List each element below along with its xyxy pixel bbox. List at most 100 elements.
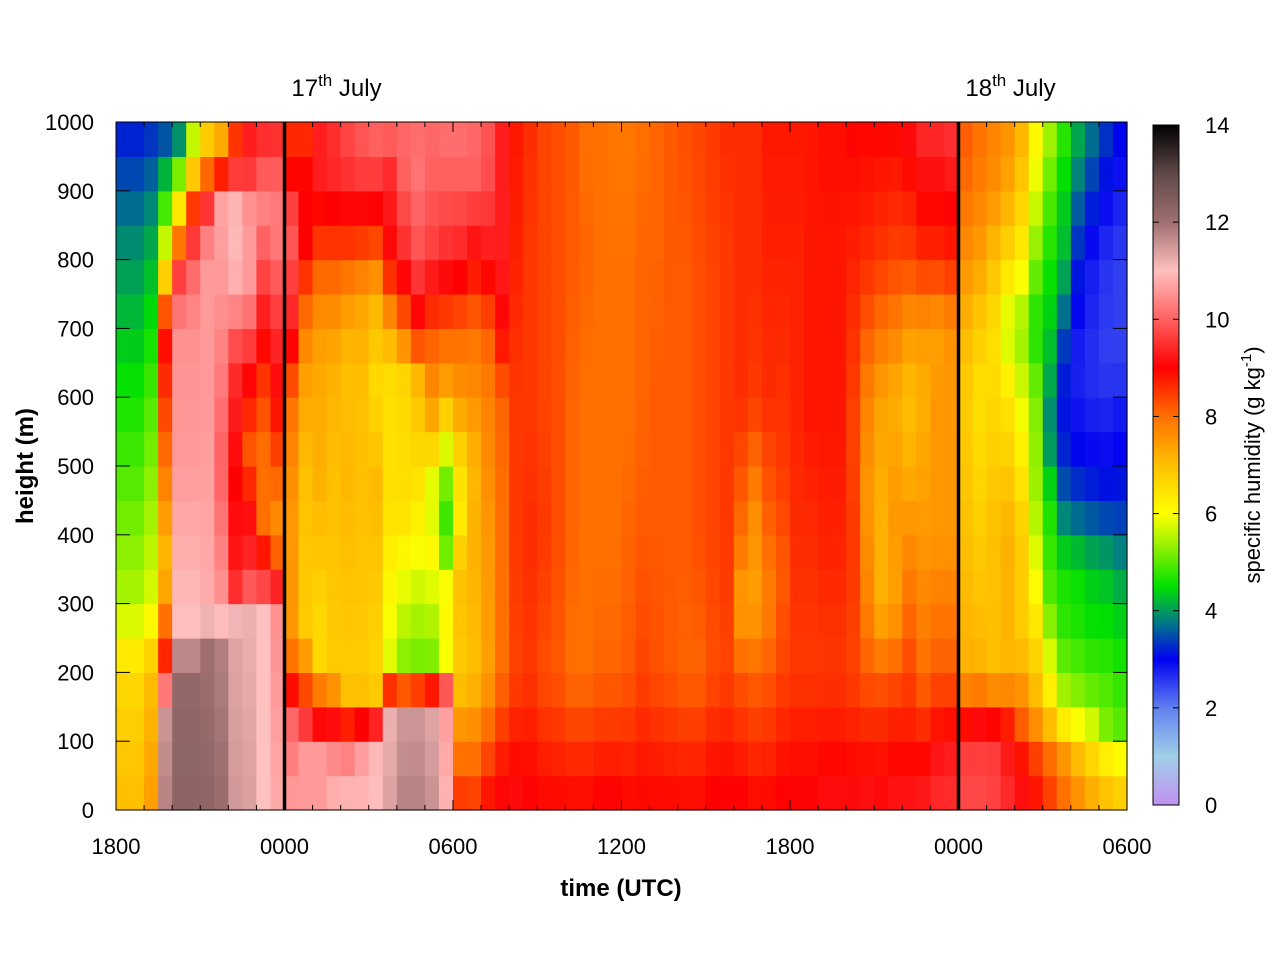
colorbar-tick-label: 12: [1205, 210, 1229, 235]
heatmap-cell: [200, 362, 215, 398]
heatmap-cell: [523, 569, 538, 605]
y-tick-label: 700: [57, 316, 94, 341]
heatmap-cell: [649, 431, 665, 467]
heatmap-cell: [607, 294, 623, 329]
heatmap-cell: [986, 328, 1002, 364]
heatmap-cell: [775, 672, 791, 708]
heatmap-cell: [396, 603, 412, 639]
heatmap-cell: [930, 500, 946, 536]
heatmap-cell: [537, 225, 552, 261]
heatmap-cell: [537, 466, 552, 501]
heatmap-cell: [593, 328, 609, 364]
heatmap-cell: [733, 122, 749, 157]
heatmap-cell: [874, 706, 889, 742]
heatmap-cell: [270, 706, 286, 742]
heatmap-cell: [424, 190, 440, 226]
heatmap-cell: [256, 706, 272, 742]
heatmap-cell: [818, 603, 833, 639]
heatmap-cell: [663, 500, 679, 536]
heatmap-cell: [242, 294, 258, 329]
heatmap-cell: [916, 706, 932, 742]
heatmap-cell: [1042, 294, 1058, 329]
heatmap-cell: [1042, 569, 1058, 605]
heatmap-cell: [214, 225, 229, 261]
heatmap-cell: [649, 122, 665, 157]
heatmap-cell: [481, 775, 496, 811]
heatmap-cell: [368, 122, 384, 157]
heatmap-cell: [340, 259, 356, 295]
heatmap-cell: [790, 638, 805, 673]
heatmap-cell: [733, 362, 749, 398]
heatmap-cell: [551, 156, 566, 192]
heatmap-cell: [186, 190, 201, 226]
heatmap-cell: [1000, 122, 1016, 157]
heatmap-cell: [986, 569, 1002, 605]
heatmap-cell: [565, 534, 580, 570]
heatmap-cell: [986, 431, 1002, 467]
heatmap-cell: [200, 431, 215, 467]
heatmap-cell: [1112, 603, 1128, 639]
heatmap-cell: [340, 225, 356, 261]
heatmap-cell: [523, 603, 538, 639]
heatmap-cell: [649, 328, 665, 364]
heatmap-cell: [761, 569, 777, 605]
heatmap-cell: [256, 569, 272, 605]
heatmap-cell: [186, 741, 201, 777]
heatmap-cell: [495, 569, 510, 605]
heatmap-cell: [158, 500, 173, 536]
colorbar-tick-label: 8: [1205, 404, 1217, 429]
heatmap-cell: [1042, 397, 1058, 433]
colorbar-ticks: 0 2 4 6 8 10 12 14: [1153, 113, 1229, 818]
heatmap-cell: [733, 259, 749, 295]
heatmap-cell: [761, 156, 777, 192]
heatmap-cell: [396, 259, 412, 295]
heatmap-cell: [410, 603, 426, 639]
heatmap-cell: [1014, 741, 1030, 777]
heatmap-cell: [663, 397, 679, 433]
heatmap-cell: [761, 466, 777, 501]
heatmap-cell: [340, 638, 356, 673]
heatmap-cell: [1112, 706, 1128, 742]
heatmap-cell: [888, 122, 903, 157]
heatmap-cell: [242, 569, 258, 605]
heatmap-cell: [818, 466, 833, 501]
heatmap-cell: [565, 225, 580, 261]
heatmap-cell: [354, 190, 370, 226]
heatmap-cell: [1084, 259, 1100, 295]
heatmap-cell: [705, 225, 721, 261]
heatmap-cell: [677, 225, 693, 261]
heatmap-cell: [256, 775, 272, 811]
heatmap-cell: [172, 397, 187, 433]
heatmap-cell: [1084, 603, 1100, 639]
heatmap-cell: [579, 259, 595, 295]
heatmap-cell: [438, 638, 454, 673]
heatmap-cell: [691, 741, 707, 777]
heatmap-cell: [1070, 397, 1086, 433]
heatmap-cell: [298, 603, 314, 639]
heatmap-cell: [523, 156, 538, 192]
heatmap-cell: [874, 638, 889, 673]
heatmap-cell: [874, 431, 889, 467]
heatmap-cell: [116, 534, 131, 570]
heatmap-cell: [986, 775, 1002, 811]
heatmap-cell: [1000, 603, 1016, 639]
heatmap-cell: [1042, 431, 1058, 467]
heatmap-cell: [509, 569, 524, 605]
heatmap-cell: [761, 259, 777, 295]
heatmap-cell: [1028, 741, 1044, 777]
heatmap-cell: [396, 431, 412, 467]
heatmap-cell: [804, 190, 819, 226]
heatmap-cell: [1042, 328, 1058, 364]
heatmap-cell: [368, 225, 384, 261]
heatmap-cell: [354, 603, 370, 639]
heatmap-cell: [453, 569, 468, 605]
heatmap-cell: [1028, 122, 1044, 157]
heatmap-cell: [663, 156, 679, 192]
heatmap-cell: [635, 397, 651, 433]
heatmap-cell: [1084, 706, 1100, 742]
heatmap-cell: [214, 362, 229, 398]
heatmap-cell: [228, 741, 243, 777]
heatmap-cell: [986, 362, 1002, 398]
heatmap-cell: [116, 190, 131, 226]
heatmap-cell: [958, 397, 974, 433]
